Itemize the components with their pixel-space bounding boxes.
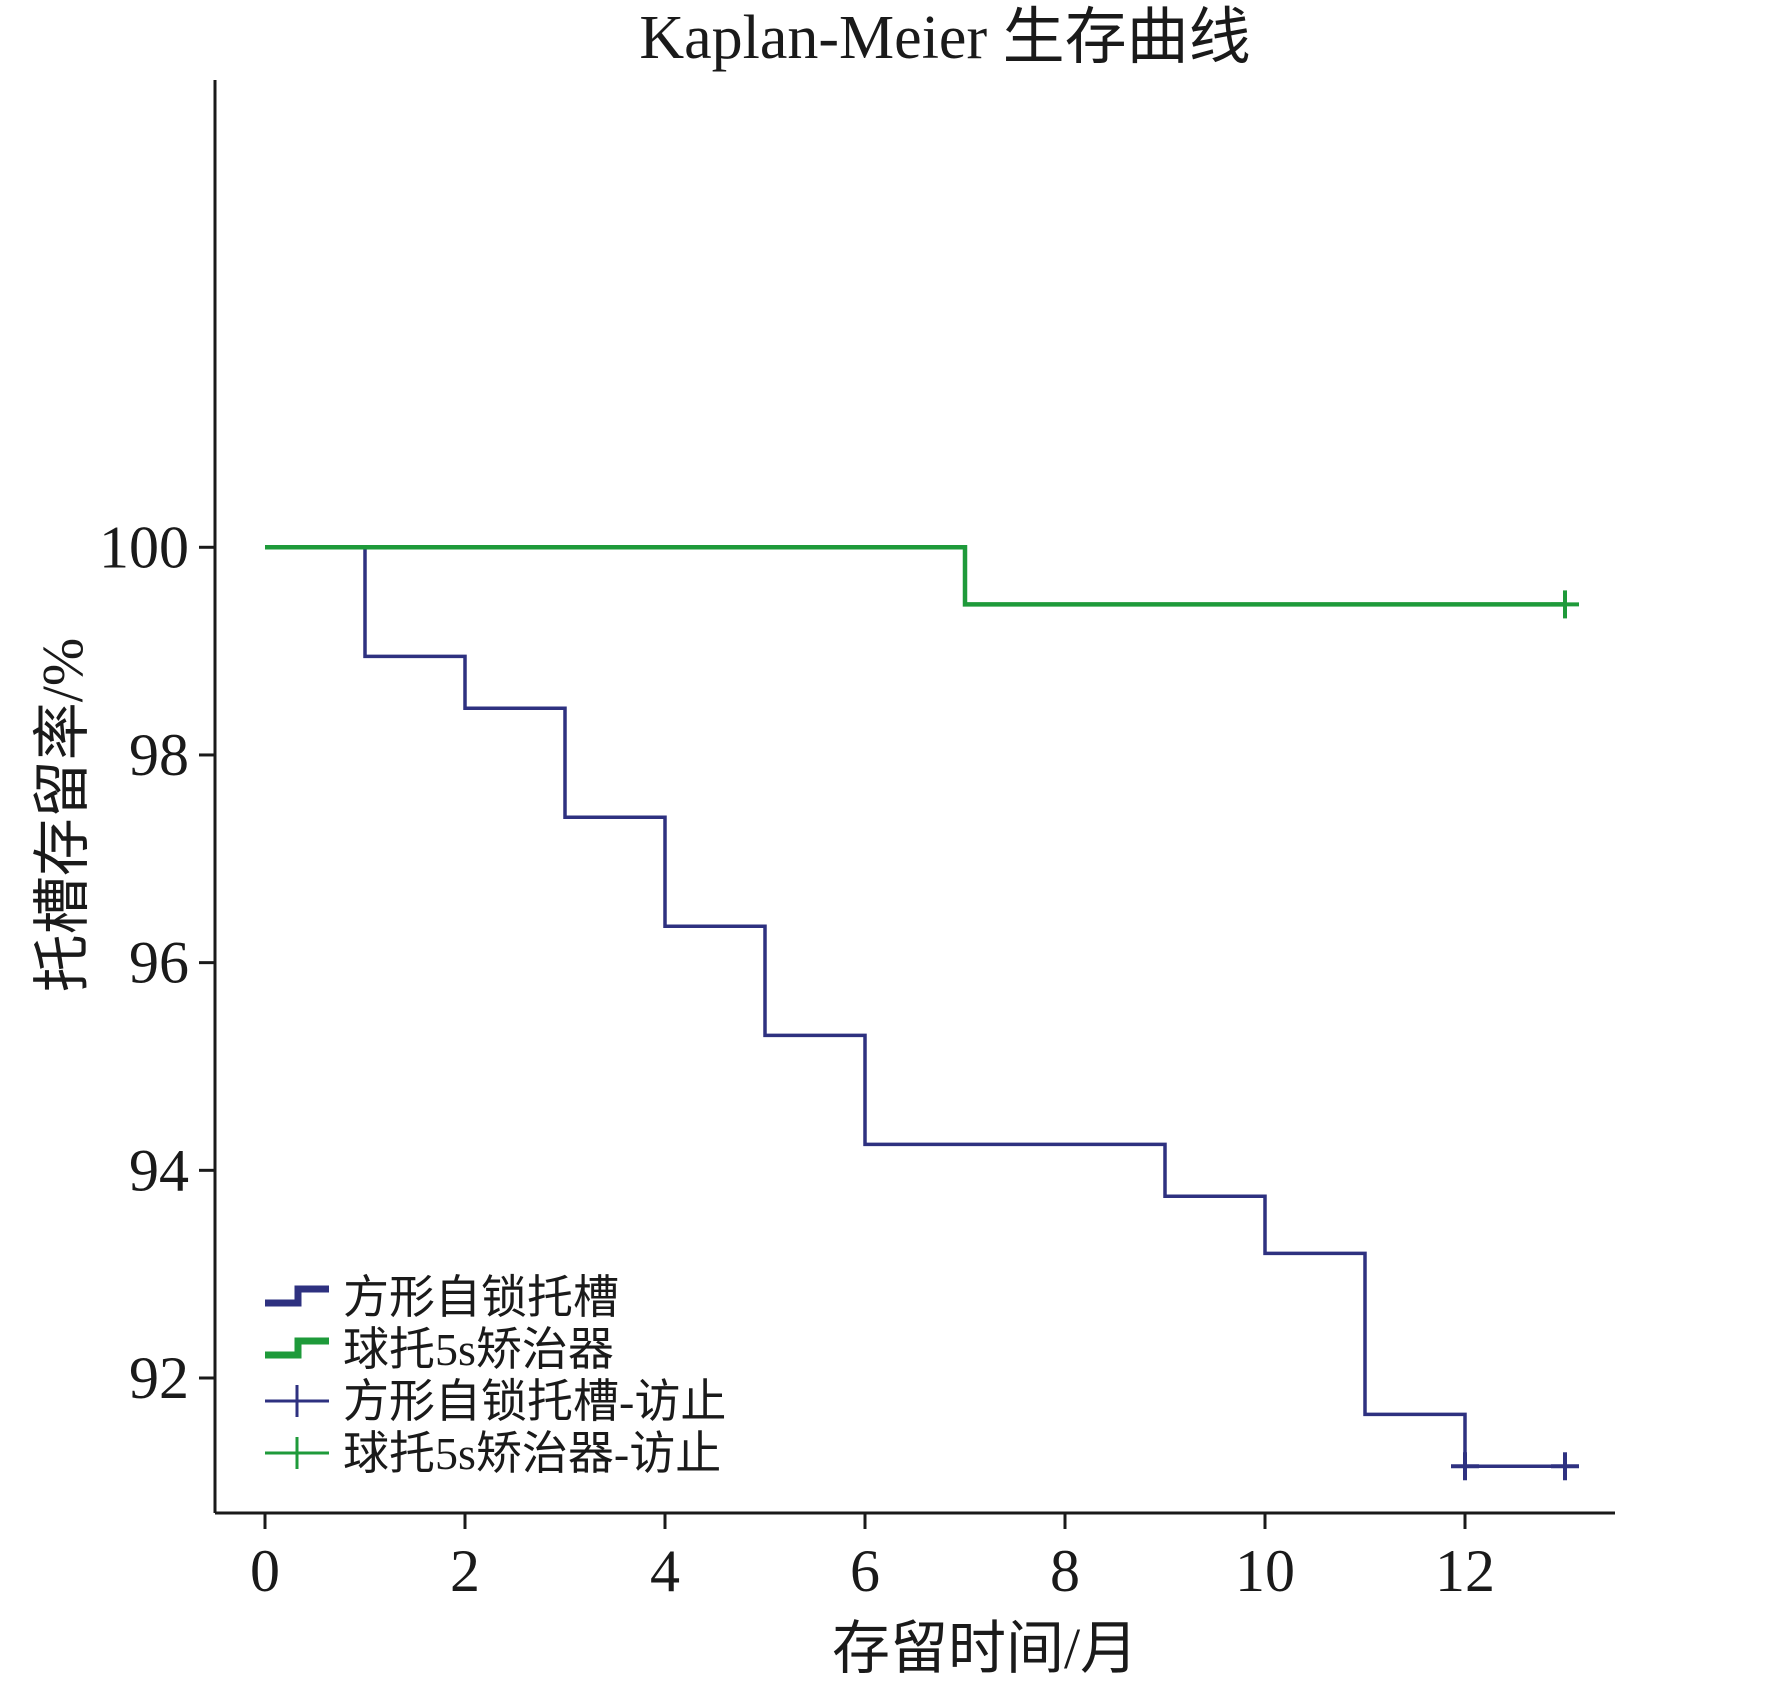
- x-tick-label: 6: [850, 1538, 880, 1604]
- legend-label: 球托5s矫治器: [343, 1324, 614, 1375]
- x-tick-label: 4: [650, 1538, 680, 1604]
- y-axis-ticks: 92 94 96 98 100: [99, 514, 215, 1411]
- legend-label: 方形自锁托槽: [343, 1272, 619, 1323]
- series-line-2: [265, 545, 1565, 607]
- axes: [213, 80, 1615, 1515]
- y-tick-label: 98: [129, 722, 189, 788]
- legend-label: 球托5s矫治器-访止: [343, 1428, 721, 1479]
- x-tick-label: 12: [1435, 1538, 1495, 1604]
- series-line-1: [265, 545, 1565, 1469]
- y-tick-label: 94: [129, 1137, 189, 1203]
- x-tick-label: 10: [1235, 1538, 1295, 1604]
- legend-step-icon: [265, 1285, 329, 1307]
- y-axis-title: 托槽存留率/%: [30, 638, 95, 992]
- x-tick-label: 2: [450, 1538, 480, 1604]
- legend-label: 方形自锁托槽-访止: [343, 1376, 726, 1427]
- y-tick-label: 96: [129, 930, 189, 996]
- x-axis-title: 存留时间/月: [832, 1616, 1138, 1681]
- x-tick-label: 0: [250, 1538, 280, 1604]
- legend-step-icon: [265, 1337, 329, 1359]
- y-tick-label: 92: [129, 1345, 189, 1411]
- x-tick-label: 8: [1050, 1538, 1080, 1604]
- x-axis-ticks: 0 2 4 6 8 10 12: [250, 1513, 1495, 1604]
- censor-marks: [1451, 590, 1579, 1481]
- series-lines: [265, 545, 1565, 1469]
- chart-title: Kaplan-Meier 生存曲线: [639, 4, 1250, 72]
- y-tick-label: 100: [99, 514, 189, 580]
